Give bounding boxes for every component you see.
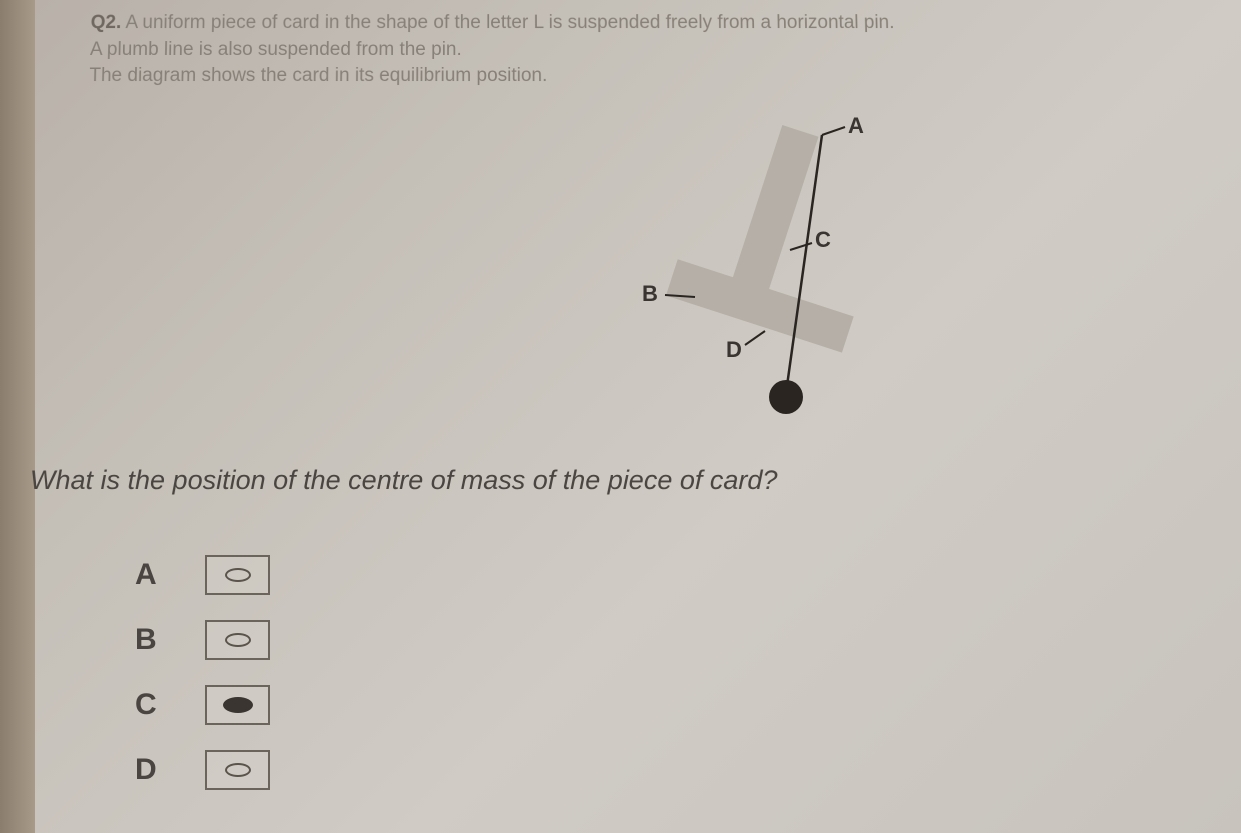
option-row-d: D: [135, 750, 270, 790]
diagram-label-a: A: [848, 113, 864, 139]
label-line-c: [790, 243, 812, 250]
question-line-3: The diagram shows the card in its equili…: [89, 65, 547, 86]
question-line-1: A uniform piece of card in the shape of …: [125, 12, 894, 33]
question-header: Q2. A uniform piece of card in the shape…: [89, 10, 896, 90]
option-mark-d: [225, 763, 251, 777]
question-number: Q2.: [90, 12, 121, 33]
option-mark-a: [225, 568, 251, 582]
option-row-a: A: [135, 555, 270, 595]
plumb-bob: [769, 380, 803, 414]
diagram: A B C D: [560, 115, 910, 425]
page-left-edge: [0, 0, 35, 833]
main-question-text: What is the position of the centre of ma…: [30, 465, 778, 496]
diagram-label-d: D: [726, 337, 742, 363]
option-box-d[interactable]: [205, 750, 270, 790]
label-line-a: [822, 127, 845, 135]
option-box-c[interactable]: [205, 685, 270, 725]
diagram-svg: [560, 115, 910, 425]
option-mark-c: [223, 697, 253, 713]
option-label-a: A: [135, 558, 205, 592]
option-mark-b: [225, 633, 251, 647]
options-container: A B C D: [135, 555, 270, 815]
diagram-label-b: B: [642, 281, 658, 307]
option-label-c: C: [135, 688, 205, 722]
question-line-2: A plumb line is also suspended from the …: [90, 39, 462, 60]
option-box-a[interactable]: [205, 555, 270, 595]
option-label-b: B: [135, 623, 205, 657]
option-label-d: D: [135, 753, 205, 787]
label-line-d: [745, 331, 765, 345]
option-row-b: B: [135, 620, 270, 660]
option-row-c: C: [135, 685, 270, 725]
diagram-label-c: C: [815, 227, 831, 253]
option-box-b[interactable]: [205, 620, 270, 660]
